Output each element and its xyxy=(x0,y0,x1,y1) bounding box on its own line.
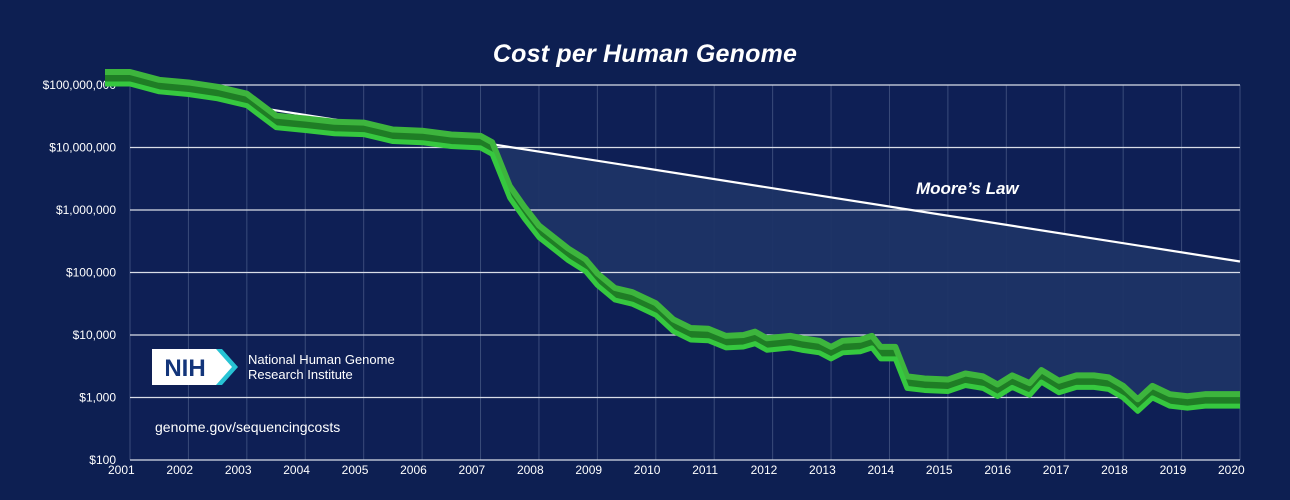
nih-org-line1: National Human Genome xyxy=(248,352,395,367)
moores-law-label: Moore’s Law xyxy=(916,179,1019,198)
x-tick-label: 2009 xyxy=(575,463,602,477)
y-tick-label: $10,000,000 xyxy=(49,141,116,155)
x-tick-label: 2020 xyxy=(1218,463,1245,477)
x-tick-label: 2018 xyxy=(1101,463,1128,477)
nih-badge: NIH xyxy=(152,349,240,385)
x-tick-label: 2010 xyxy=(634,463,661,477)
chart-title: Cost per Human Genome xyxy=(492,40,798,68)
x-tick-label: 2016 xyxy=(984,463,1011,477)
x-tick-label: 2003 xyxy=(225,463,252,477)
x-tick-label: 2005 xyxy=(342,463,369,477)
x-tick-label: 2019 xyxy=(1160,463,1187,477)
nih-org-line2: Research Institute xyxy=(248,367,353,382)
x-tick-label: 2006 xyxy=(400,463,427,477)
x-tick-label: 2015 xyxy=(926,463,953,477)
x-tick-label: 2002 xyxy=(166,463,193,477)
x-tick-label: 2014 xyxy=(867,463,894,477)
y-tick-label: $100,000,000 xyxy=(43,78,117,92)
y-tick-label: $1,000 xyxy=(79,391,116,405)
y-tick-label: $100 xyxy=(89,453,116,467)
y-tick-label: $1,000,000 xyxy=(56,203,116,217)
nih-logo: NIH National Human Genome Research Insti… xyxy=(152,349,395,385)
x-tick-label: 2008 xyxy=(517,463,544,477)
x-tick-label: 2013 xyxy=(809,463,836,477)
cost-line xyxy=(105,81,1240,414)
source-url: genome.gov/sequencingcosts xyxy=(155,419,341,435)
cost-ribbon-top xyxy=(105,69,1240,403)
nih-badge-text: NIH xyxy=(164,355,205,382)
x-tick-label: 2011 xyxy=(692,463,718,477)
x-tick-label: 2017 xyxy=(1043,463,1070,477)
y-tick-label: $10,000 xyxy=(73,328,117,342)
nih-org-name: National Human Genome Research Institute xyxy=(248,352,395,382)
x-tick-label: 2012 xyxy=(751,463,778,477)
x-tick-label: 2004 xyxy=(283,463,310,477)
x-tick-label: 2007 xyxy=(459,463,486,477)
x-tick-label: 2001 xyxy=(108,463,135,477)
y-tick-label: $100,000 xyxy=(66,266,116,280)
